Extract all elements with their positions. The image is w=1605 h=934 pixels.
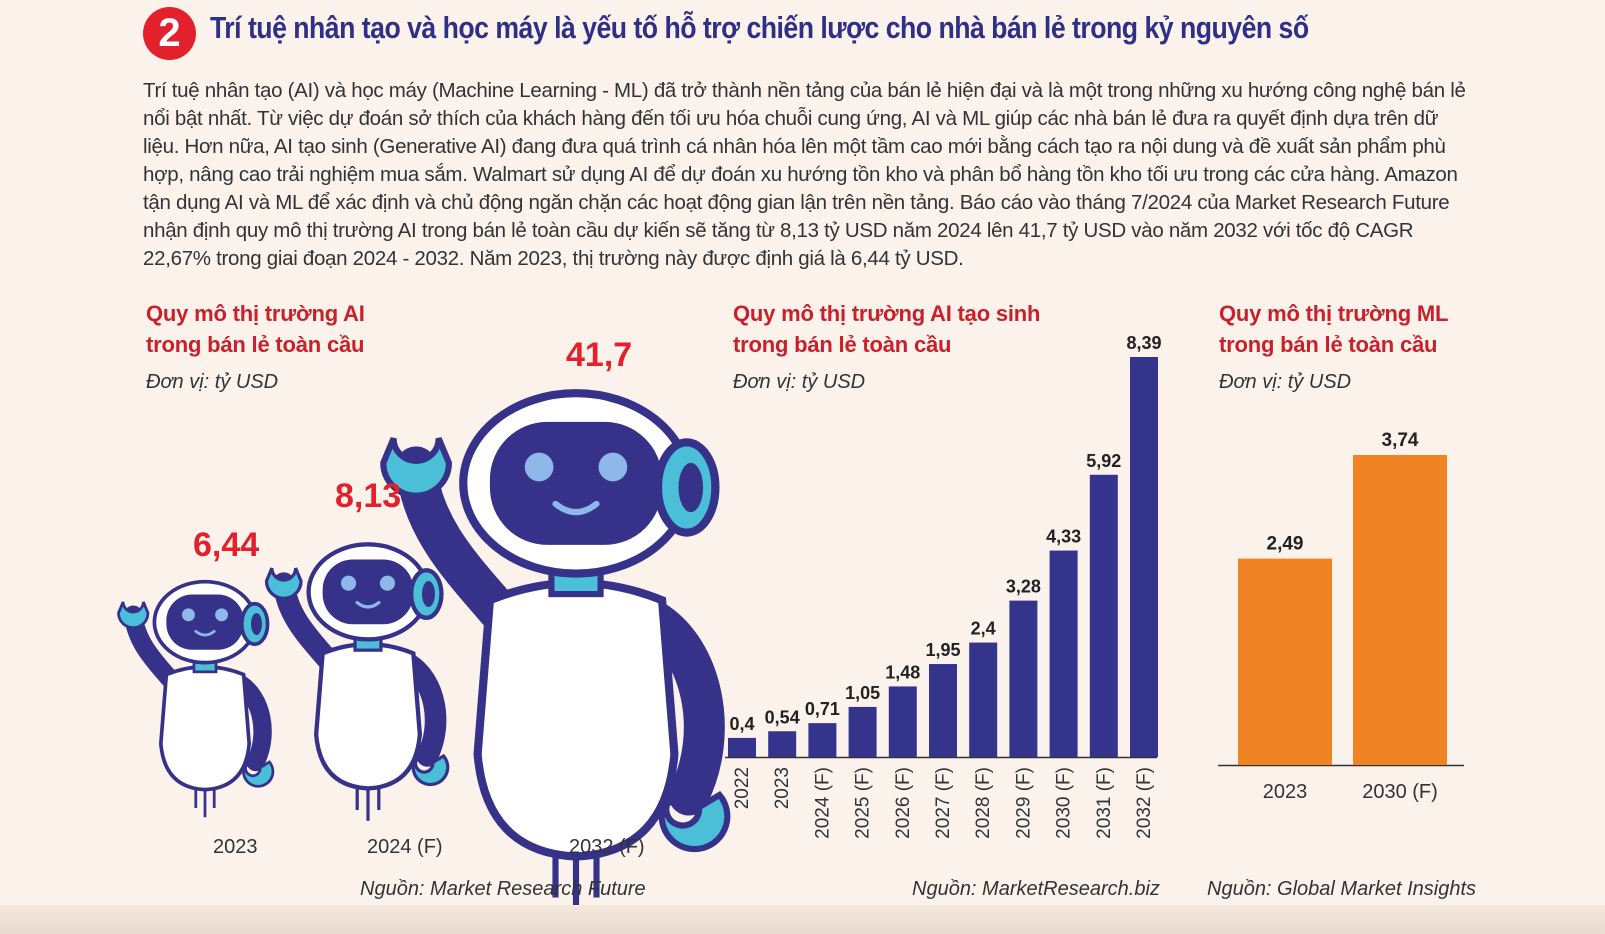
chart2-value-label-8: 4,33	[1046, 527, 1081, 547]
chart2-category-label-6: 2028 (F)	[973, 767, 994, 839]
chart2-category-label-3: 2025 (F)	[853, 767, 874, 839]
chart1-category-2024: 2024 (F)	[367, 836, 443, 858]
chart2-bar-7	[1009, 600, 1038, 757]
chart2-value-label-6: 2,4	[971, 619, 996, 639]
robot-2024-mark	[266, 544, 447, 820]
page-bottom-band	[0, 905, 1605, 934]
chart1-title-line1: Quy mô thị trường AI	[146, 301, 365, 326]
chart1-value-label-2032: 41,7	[566, 336, 633, 374]
chart1-title: Quy mô thị trường AI trong bán lẻ toàn c…	[146, 298, 365, 360]
chart3-unit: Đơn vị: tỷ USD	[1219, 371, 1352, 393]
chart1-source: Nguồn: Market Research Future	[360, 878, 646, 900]
chart3-category-label-0: 2023	[1263, 781, 1308, 803]
chart2-value-label-2: 0,71	[805, 699, 840, 719]
chart2-bar-1	[768, 731, 797, 757]
chart2-category-label-2: 2024 (F)	[812, 767, 833, 839]
chart2-bar-4	[888, 686, 917, 757]
chart1-value-label-2024: 8,13	[335, 477, 402, 515]
chart2-bar-9	[1089, 474, 1118, 757]
chart1-category-2023: 2023	[213, 836, 258, 858]
chart2-title-line1: Quy mô thị trường AI tạo sinh	[733, 301, 1041, 326]
chart2-value-label-3: 1,05	[845, 683, 880, 703]
chart2-category-label-7: 2029 (F)	[1013, 767, 1034, 839]
intro-paragraph: Trí tuệ nhân tạo (AI) và học máy (Machin…	[143, 79, 1466, 270]
chart2-value-label-4: 1,48	[885, 662, 920, 682]
chart2-category-label-8: 2030 (F)	[1054, 767, 1075, 839]
chart2-category-label-10: 2032 (F)	[1134, 767, 1155, 839]
chart1-title-line2: trong bán lẻ toàn cầu	[146, 332, 365, 357]
chart3-value-label-0: 2,49	[1267, 534, 1304, 555]
chart3-bar-0	[1238, 558, 1332, 765]
chart2-bar-5	[929, 664, 957, 757]
chart1-category-2032: 2032 (F)	[569, 836, 645, 858]
chart2-bar-chart: 0,4 2022 0,54 2023 0,71 2024 (F) 1,05 2025 (F) 1…	[725, 333, 1162, 839]
chart2-bar-0	[728, 737, 756, 757]
chart2-category-label-5: 2027 (F)	[933, 767, 954, 839]
chart2-title: Quy mô thị trường AI tạo sinh trong bán …	[733, 298, 1040, 360]
chart2-value-label-1: 0,54	[765, 707, 800, 727]
chart3-source: Nguồn: Global Market Insights	[1207, 878, 1477, 900]
chart2-bar-2	[808, 723, 837, 757]
chart2-category-label-0: 2022	[732, 767, 753, 809]
chart2-unit: Đơn vị: tỷ USD	[733, 371, 866, 393]
chart2-bar-3	[848, 706, 877, 757]
chart3-title: Quy mô thị trường ML trong bán lẻ toàn c…	[1219, 298, 1448, 360]
chart2-category-label-4: 2026 (F)	[893, 767, 914, 839]
chart2-category-label-1: 2023	[772, 767, 793, 809]
chart2-bar-8	[1049, 550, 1078, 757]
chart2-category-label-9: 2031 (F)	[1094, 767, 1115, 839]
chart3-bar-1	[1353, 455, 1447, 765]
chart2-source: Nguồn: MarketResearch.biz	[912, 878, 1160, 900]
chart2-value-label-5: 1,95	[925, 640, 960, 660]
chart2-value-label-0: 0,4	[729, 714, 754, 734]
chart3-value-label-1: 3,74	[1382, 430, 1419, 451]
chart2-value-label-10: 8,39	[1126, 333, 1161, 353]
robot-2023-mark	[119, 582, 273, 818]
page-title: Trí tuệ nhân tạo và học máy là yếu tố hỗ…	[210, 10, 1309, 45]
chart3-title-line2: trong bán lẻ toàn cầu	[1219, 332, 1438, 357]
chart2-title-line2: trong bán lẻ toàn cầu	[733, 332, 952, 357]
chart2-bar-6	[969, 642, 998, 757]
chart2-value-label-7: 3,28	[1006, 577, 1041, 597]
chart3-bar-chart: 2,49 2023 3,74 2030 (F)	[1218, 430, 1464, 803]
chart3-category-label-1: 2030 (F)	[1362, 781, 1438, 803]
chart1-unit: Đơn vị: tỷ USD	[146, 371, 279, 393]
chart1-value-label-2023: 6,44	[193, 526, 260, 564]
chart2-value-label-9: 5,92	[1086, 451, 1121, 471]
chart3-title-line1: Quy mô thị trường ML	[1219, 301, 1449, 326]
chart2-bar-10	[1130, 357, 1158, 757]
section-number-badge: 2	[143, 7, 196, 60]
